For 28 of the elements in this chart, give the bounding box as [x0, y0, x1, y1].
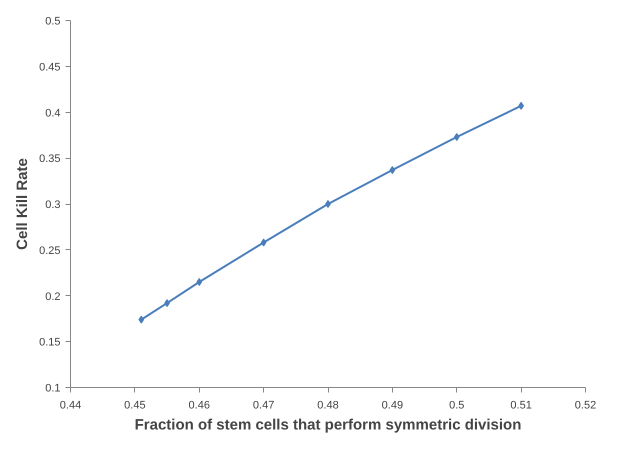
y-axis-title: Cell Kill Rate — [14, 158, 32, 250]
x-tick-label: 0.52 — [574, 400, 596, 412]
y-tick-label: 0.4 — [45, 107, 61, 120]
y-tick-label: 0.25 — [39, 244, 61, 257]
y-tick-label: 0.5 — [45, 16, 61, 28]
x-axis-title: Fraction of stem cells that perform symmetric division — [134, 416, 522, 434]
x-tick-label: 0.51 — [510, 400, 532, 412]
point — [390, 166, 396, 174]
y-tick-label: 0.2 — [45, 290, 61, 303]
x-tick-label: 0.44 — [60, 400, 82, 412]
point — [164, 299, 170, 308]
x-tick-label: 0.45 — [124, 400, 146, 412]
point — [325, 200, 331, 208]
x-tick-label: 0.49 — [382, 400, 404, 412]
point — [260, 238, 266, 247]
point — [518, 102, 524, 110]
point — [196, 278, 202, 286]
y-tick-label: 0.3 — [45, 199, 61, 211]
x-tick-label: 0.47 — [252, 400, 274, 412]
y-tick-label: 0.1 — [45, 382, 61, 394]
y-tick-label: 0.15 — [39, 336, 61, 349]
point — [138, 316, 144, 324]
y-tick-label: 0.35 — [39, 153, 61, 166]
x-tick-label: 0.5 — [449, 400, 464, 412]
y-tick-label: 0.45 — [39, 61, 61, 74]
point — [454, 133, 460, 142]
x-tick-label: 0.48 — [317, 400, 339, 412]
x-tick-label: 0.46 — [188, 400, 210, 412]
